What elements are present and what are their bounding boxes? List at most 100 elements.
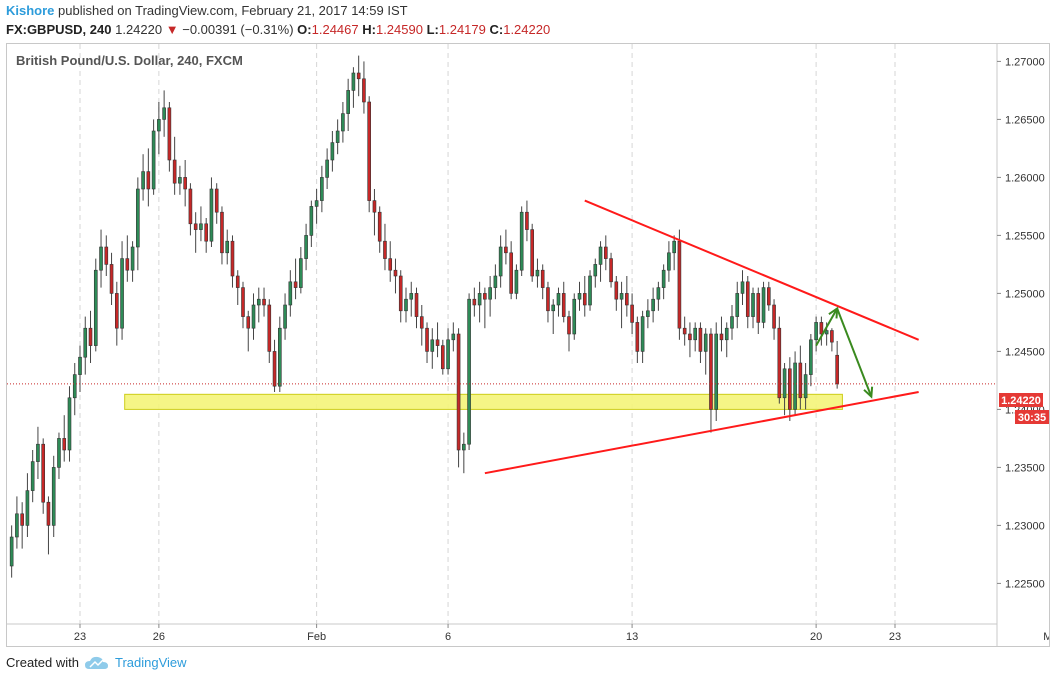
candle-body	[625, 293, 629, 306]
open-label: O:	[297, 22, 312, 37]
bullish-candle	[514, 264, 519, 300]
bearish-candle	[377, 206, 382, 253]
bullish-candle	[730, 305, 734, 340]
candle-body	[724, 327, 729, 341]
bearish-candle	[788, 357, 792, 421]
candle-body	[62, 438, 67, 451]
candle-body	[383, 240, 387, 259]
bullish-candle	[593, 258, 598, 288]
candle-body	[556, 293, 561, 306]
candle-body	[214, 188, 219, 213]
bearish-candle	[688, 322, 692, 358]
candle-body	[320, 177, 324, 201]
candle-body	[46, 501, 51, 526]
symbol-info-bar: FX:GBPUSD, 240 1.24220 ▼ −0.00391 (−0.31…	[6, 22, 550, 37]
bullish-candle	[157, 102, 161, 155]
bearish-candle	[540, 264, 545, 300]
bullish-candle	[151, 119, 156, 195]
bullish-candle	[283, 293, 287, 340]
candle-body	[93, 269, 98, 346]
candle-body	[172, 159, 177, 184]
candle-body	[467, 298, 471, 445]
candle-body	[530, 229, 534, 277]
y-tick-label: 1.22500	[1005, 578, 1045, 590]
candle-body	[719, 333, 724, 341]
publish-info: Kishore published on TradingView.com, Fe…	[6, 3, 408, 18]
x-tick-label: 23	[889, 631, 901, 643]
bearish-candle	[798, 345, 803, 410]
bullish-candle	[288, 270, 293, 317]
price-axis[interactable]: 1.27000 1.26500 1.26000 1.25500 1.25000 1.245…	[997, 56, 1045, 590]
bearish-candle	[262, 287, 266, 317]
symbol-label: FX:GBPUSD, 240	[6, 22, 112, 37]
bearish-candle	[272, 339, 277, 392]
candle-body	[446, 339, 450, 370]
bullish-candle	[782, 363, 787, 416]
bullish-candle	[299, 247, 303, 294]
bullish-candle	[130, 241, 135, 282]
tradingview-brand-link[interactable]: TradingView	[114, 655, 187, 670]
candle-body	[693, 327, 697, 341]
candle-body	[188, 188, 193, 225]
time-axis[interactable]: 2326Feb6132023Mar61	[74, 624, 1056, 643]
candle-body	[803, 374, 808, 399]
author-name[interactable]: Kishore	[6, 3, 55, 18]
bullish-candle	[67, 386, 72, 462]
bullish-candle	[309, 200, 314, 247]
bullish-candle	[335, 119, 340, 155]
bearish-candle	[819, 316, 824, 346]
candle-body	[777, 327, 782, 399]
candle-body	[656, 287, 661, 300]
bullish-candle	[346, 78, 350, 131]
bullish-candle	[619, 281, 624, 329]
bearish-candle	[41, 438, 45, 514]
candle-body	[609, 258, 613, 283]
bullish-candle	[251, 293, 256, 340]
candle-body	[619, 293, 624, 300]
x-tick-label: 23	[74, 631, 86, 643]
bullish-candle	[36, 426, 40, 479]
bullish-candle	[809, 334, 813, 387]
countdown-tag	[1015, 410, 1049, 424]
bearish-candle	[46, 496, 51, 555]
chart-frame[interactable]: 1.27000 1.26500 1.26000 1.25500 1.25000 1.245…	[6, 43, 1056, 647]
y-tick-label: 1.25000	[1005, 288, 1045, 300]
bearish-candle	[677, 229, 682, 340]
bullish-candle	[477, 281, 482, 323]
candle-body	[525, 211, 529, 230]
candle-body	[314, 200, 319, 207]
bullish-candle	[667, 241, 671, 282]
candle-body	[703, 333, 708, 352]
candle-body	[477, 293, 482, 306]
bearish-candle	[267, 299, 272, 363]
support-zone	[124, 393, 843, 410]
candle-body	[356, 72, 361, 80]
last-price-tag	[999, 393, 1043, 407]
projection-arrow-line	[836, 308, 873, 398]
bullish-candle	[703, 328, 708, 375]
candle-body	[551, 304, 556, 312]
bearish-candle	[456, 328, 461, 468]
candle-body	[798, 362, 803, 399]
candle-body	[72, 374, 77, 399]
open-value: 1.24467	[311, 22, 359, 37]
bearish-candle	[582, 276, 587, 317]
bullish-candle	[99, 229, 103, 288]
candle-body	[51, 467, 56, 526]
candlestick-chart[interactable]: 1.27000 1.26500 1.26000 1.25500 1.25000 1.245…	[7, 44, 1056, 646]
candle-body	[372, 200, 377, 213]
candle-body	[388, 258, 393, 271]
bearish-candle	[509, 241, 513, 300]
bullish-candle	[751, 287, 755, 329]
candle-body	[278, 327, 282, 387]
bullish-candle	[72, 363, 77, 416]
candle-body	[115, 293, 119, 329]
down-triangle-icon: ▼	[165, 22, 179, 37]
candle-body	[698, 327, 703, 352]
candle-body	[204, 223, 208, 242]
last-price-tag-text: 1.24220	[1001, 395, 1041, 407]
low-label: L:	[426, 22, 439, 37]
bearish-candle	[530, 223, 534, 282]
candle-body	[125, 258, 130, 271]
bullish-candle	[304, 223, 308, 271]
